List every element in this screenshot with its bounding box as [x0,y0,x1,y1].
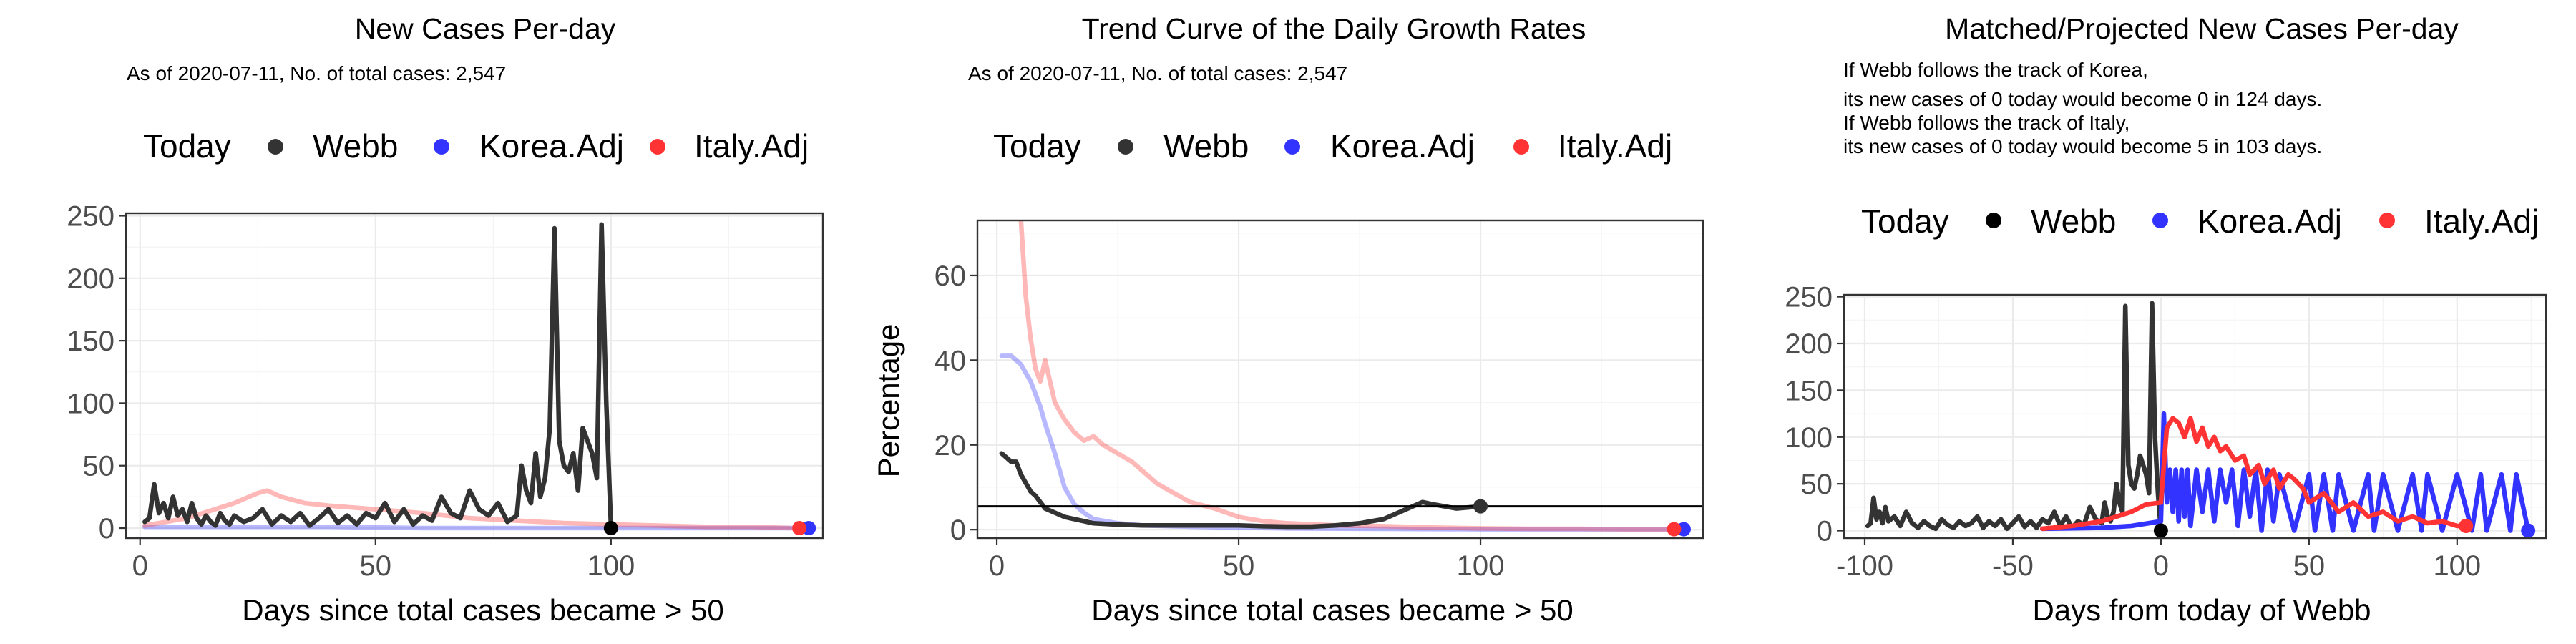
panel-3-plot: -100 -50 0 50 100 0 50 100 150 200 250 [1785,282,2547,582]
today-point-italy-adj [792,521,807,536]
legend-label-webb: Webb [2031,203,2116,240]
y-tick-label: 100 [67,388,114,419]
plot-area [1865,301,2531,533]
x-tick-label: 100 [2433,550,2481,582]
y-tick-label: 20 [935,430,967,462]
legend-label-webb: Webb [313,127,398,165]
x-tick-label: 50 [2293,550,2326,582]
y-tick-label: 0 [950,514,966,546]
legend-label-italy: Italy.Adj [2424,203,2539,240]
legend-label-webb: Webb [1163,127,1249,165]
panel-3-subtitle-2: If Webb follows the track of Italy, [1843,112,2129,134]
y-tick-label: 40 [935,345,967,376]
panel-1-legend: Today Webb Korea.Adj Italy.Adj [143,127,809,165]
series-line-webb [1865,301,2164,533]
x-tick-label: 0 [2153,550,2169,582]
legend-key-korea [1284,139,1300,155]
today-point-webb [1473,499,1488,514]
legend-key-webb [1118,139,1133,155]
legend-label-italy: Italy.Adj [694,127,809,165]
x-tick-label: -100 [1836,550,1893,582]
series-line-webb [142,222,614,531]
panel-2-subtitle-0: As of 2020-07-11, No. of total cases: 2,… [968,62,1347,84]
legend-title: Today [1861,203,1949,240]
panel-3-subtitle-1: its new cases of 0 today would become 0 … [1843,88,2322,110]
panel-1-xlabel: Days since total cases became > 50 [242,593,724,627]
legend-title: Today [993,127,1081,165]
x-tick-label: 50 [360,550,392,582]
panel-2-ylabel: Percentage [872,324,905,478]
panel-3-title: Matched/Projected New Cases Per-day [1945,12,2459,45]
x-tick-label: 100 [1457,550,1505,582]
today-point-italy-adj [2459,519,2474,533]
series-line-webb [999,451,1483,530]
panel-1-subtitle-0: As of 2020-07-11, No. of total cases: 2,… [127,62,506,84]
series-line-korea-adj [2040,411,2531,533]
x-tick-label: 0 [132,550,148,582]
y-tick-label: 60 [935,260,967,292]
y-tick-label: 150 [67,326,114,357]
panel-3-xlabel: Days from today of Webb [2032,593,2371,627]
panel-2: Trend Curve of the Daily Growth Rates As… [872,12,1704,627]
panel-2-legend: Today Webb Korea.Adj Italy.Adj [993,127,1672,165]
panel-1-title: New Cases Per-day [355,12,616,45]
panel-1-plot: 0 50 100 0 50 100 150 200 250 [67,200,824,582]
panel-1: New Cases Per-day As of 2020-07-11, No. … [67,12,824,627]
series-line-italy-adj [2040,416,2469,532]
x-tick-label: 100 [587,550,635,582]
y-tick-label: 0 [99,513,114,545]
panel-2-title: Trend Curve of the Daily Growth Rates [1082,12,1586,45]
plot-area [142,222,802,531]
legend-key-italy [1513,139,1529,155]
series-line-italy-adj [1018,220,1677,532]
legend-key-webb [268,139,283,155]
legend-key-korea [434,139,449,155]
today-point-webb [2153,523,2168,538]
series-line-korea-adj [142,525,802,531]
y-tick-label: 200 [67,263,114,295]
y-tick-label: 50 [1801,469,1833,500]
today-point-webb [603,521,618,536]
legend-key-italy [650,139,665,155]
series-line-italy-adj [142,488,793,531]
today-point-italy-adj [1667,522,1682,537]
y-tick-label: 200 [1785,328,1833,360]
y-tick-label: 150 [1785,375,1833,406]
plot-area [977,220,1703,532]
panel-2-plot: 0 50 100 0 20 40 60 [935,219,1704,582]
panel-3: Matched/Projected New Cases Per-day If W… [1785,12,2547,627]
x-tick-label: 50 [1223,550,1255,582]
plot-frame [1843,293,2547,540]
panel-3-subtitle-3: its new cases of 0 today would become 5 … [1843,135,2322,157]
legend-label-korea: Korea.Adj [2197,203,2342,240]
legend-key-korea [2152,213,2168,228]
today-point-korea-adj [2521,523,2536,538]
legend-key-webb [1986,213,2001,228]
y-tick-label: 250 [67,200,114,232]
panel-3-legend: Today Webb Korea.Adj Italy.Adj [1861,203,2539,240]
legend-key-italy [2379,213,2395,228]
y-tick-label: 50 [83,451,115,482]
plot-frame [976,219,1704,540]
y-tick-label: 250 [1785,282,1833,313]
legend-title: Today [143,127,231,165]
legend-label-korea: Korea.Adj [1330,127,1475,165]
y-tick-label: 0 [1817,516,1833,547]
x-tick-label: -50 [1992,550,2034,582]
y-tick-label: 100 [1785,422,1833,454]
x-tick-label: 0 [989,550,1005,582]
plot-frame [125,212,824,540]
panel-3-subtitle-0: If Webb follows the track of Korea, [1843,59,2148,81]
legend-label-korea: Korea.Adj [479,127,624,165]
panel-2-xlabel: Days since total cases became > 50 [1091,593,1574,627]
legend-label-italy: Italy.Adj [1558,127,1672,165]
